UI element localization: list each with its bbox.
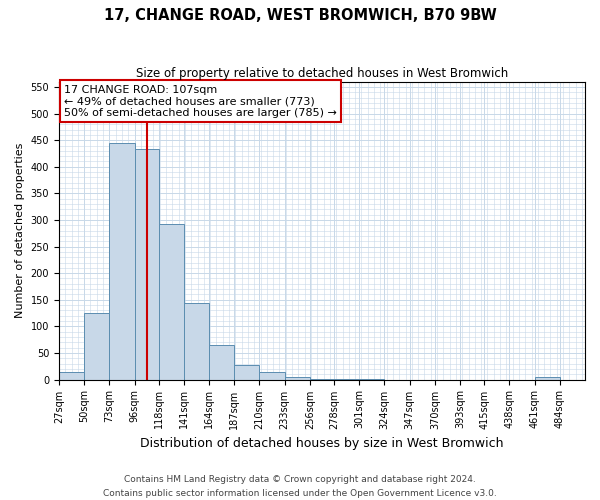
Bar: [535, 377, 560, 380]
Bar: [134, 149, 158, 380]
Bar: [84, 313, 109, 380]
X-axis label: Distribution of detached houses by size in West Bromwich: Distribution of detached houses by size …: [140, 437, 504, 450]
Bar: [184, 304, 209, 380]
Bar: [59, 372, 84, 380]
Text: Contains HM Land Registry data © Crown copyright and database right 2024.
Contai: Contains HM Land Registry data © Crown c…: [103, 476, 497, 498]
Bar: [284, 377, 310, 380]
Bar: [359, 379, 385, 380]
Bar: [158, 224, 184, 380]
Bar: [109, 143, 134, 380]
Bar: [234, 364, 259, 380]
Bar: [209, 345, 234, 380]
Title: Size of property relative to detached houses in West Bromwich: Size of property relative to detached ho…: [136, 68, 508, 80]
Bar: [259, 372, 284, 380]
Text: 17 CHANGE ROAD: 107sqm
← 49% of detached houses are smaller (773)
50% of semi-de: 17 CHANGE ROAD: 107sqm ← 49% of detached…: [64, 84, 337, 118]
Bar: [334, 378, 359, 380]
Y-axis label: Number of detached properties: Number of detached properties: [15, 143, 25, 318]
Bar: [310, 378, 334, 380]
Text: 17, CHANGE ROAD, WEST BROMWICH, B70 9BW: 17, CHANGE ROAD, WEST BROMWICH, B70 9BW: [104, 8, 496, 22]
